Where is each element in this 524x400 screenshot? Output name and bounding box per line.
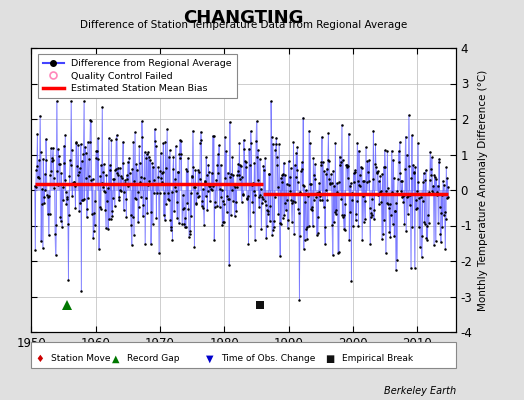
Text: Difference of Station Temperature Data from Regional Average: Difference of Station Temperature Data f… <box>80 20 407 30</box>
Text: Station Move: Station Move <box>51 354 111 363</box>
Text: Empirical Break: Empirical Break <box>342 354 413 363</box>
Text: ▼: ▼ <box>206 354 213 364</box>
Legend: Difference from Regional Average, Quality Control Failed, Estimated Station Mean: Difference from Regional Average, Qualit… <box>38 54 237 98</box>
Title: CHANGTING: CHANGTING <box>183 9 304 27</box>
Text: ▲: ▲ <box>112 354 119 364</box>
Text: ♦: ♦ <box>35 354 43 364</box>
Text: Berkeley Earth: Berkeley Earth <box>384 386 456 396</box>
Text: ■: ■ <box>325 354 335 364</box>
Text: Time of Obs. Change: Time of Obs. Change <box>221 354 315 363</box>
Text: Record Gap: Record Gap <box>127 354 179 363</box>
Y-axis label: Monthly Temperature Anomaly Difference (°C): Monthly Temperature Anomaly Difference (… <box>478 69 488 311</box>
